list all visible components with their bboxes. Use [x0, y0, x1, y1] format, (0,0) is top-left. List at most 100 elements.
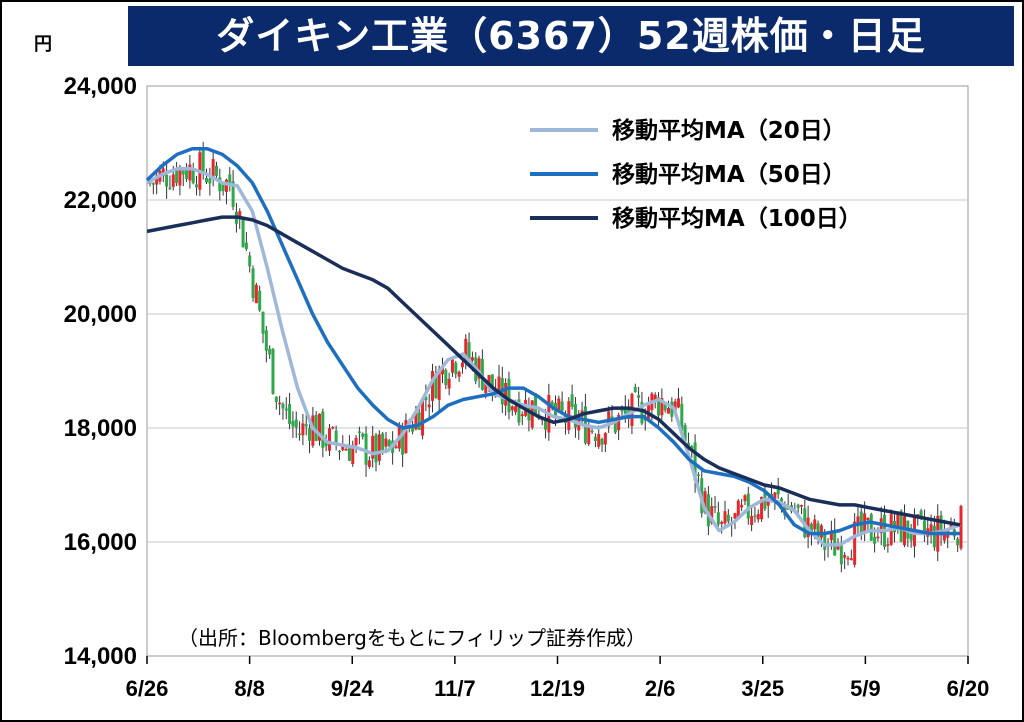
candle-body: [507, 378, 511, 413]
candle-body: [560, 401, 564, 411]
candle-body: [268, 348, 272, 355]
candle-body: [261, 311, 265, 334]
candle-body: [357, 431, 361, 433]
candle-body: [517, 399, 521, 423]
candle-body: [454, 362, 458, 375]
candle-body: [899, 510, 903, 542]
candle-body: [577, 420, 581, 431]
x-tick-label: 2/6: [645, 676, 676, 701]
chart-title: ダイキン工業（6367）52週株価・日足: [128, 6, 1014, 66]
x-tick-label: 9/24: [331, 676, 375, 701]
candle-body: [387, 440, 391, 447]
candle-body: [693, 442, 697, 481]
candle-body: [853, 521, 857, 565]
candle-body: [241, 217, 245, 248]
candle-body: [347, 445, 351, 461]
candle-body: [527, 406, 531, 421]
candle-body: [959, 506, 963, 549]
candle-body: [510, 406, 514, 411]
candle-body: [760, 496, 764, 520]
candle-body: [487, 375, 491, 386]
candle-body: [424, 396, 428, 401]
candle-body: [371, 435, 375, 459]
candle-body: [653, 394, 657, 401]
candle-body: [667, 408, 671, 414]
candle-body: [490, 374, 494, 392]
candle-body: [929, 524, 933, 534]
candle-body: [228, 174, 232, 186]
candle-body: [816, 523, 820, 540]
legend-label: 移動平均MA（50日）: [612, 161, 846, 188]
legend: 移動平均MA（20日） 移動平均MA（50日） 移動平均MA（100日）: [530, 117, 862, 232]
candle-body: [716, 512, 720, 525]
candle-body: [753, 515, 757, 517]
candle-body: [610, 416, 614, 419]
candle-body: [374, 434, 378, 463]
x-tick-label: 12/19: [530, 676, 585, 701]
candle-body: [919, 510, 923, 518]
candle-body: [151, 183, 155, 185]
candle-body: [809, 523, 813, 534]
candle-body: [796, 504, 800, 509]
candle-body: [780, 498, 784, 502]
candle-body: [939, 515, 943, 536]
candle-body: [218, 177, 222, 192]
candle-body: [657, 397, 661, 416]
candle-body: [680, 403, 684, 432]
candle-body: [238, 211, 242, 219]
candle-body: [484, 383, 488, 393]
candle-body: [663, 403, 667, 411]
y-axis-unit: 円: [34, 34, 52, 55]
candle-body: [394, 446, 398, 448]
candle-body: [756, 514, 760, 520]
candle-body: [201, 147, 205, 175]
candle-body: [304, 424, 308, 427]
candle-body: [254, 284, 258, 304]
candle-body: [447, 378, 451, 389]
candle-body: [291, 421, 295, 427]
candle-body: [813, 519, 817, 530]
candle-body: [361, 433, 365, 437]
candle-body: [271, 349, 275, 394]
candle-body: [909, 534, 913, 541]
candle-body: [231, 181, 235, 207]
candle-body: [384, 438, 388, 447]
candle-body: [829, 530, 833, 541]
candle-body: [427, 404, 431, 408]
candle-body: [401, 427, 405, 455]
ma-line-0: [146, 166, 961, 547]
candle-body: [185, 169, 189, 180]
candle-body: [740, 504, 744, 508]
candle-body: [819, 525, 823, 538]
candle-body: [341, 446, 345, 451]
candle-body: [155, 175, 159, 185]
candle-body: [856, 516, 860, 524]
candle-body: [278, 402, 282, 405]
candle-body: [450, 357, 454, 373]
candle-body: [660, 398, 664, 416]
candle-body: [504, 383, 508, 406]
candle-body: [221, 184, 225, 192]
ma-line-2: [146, 215, 961, 527]
candle-body: [434, 373, 438, 399]
candle-body: [165, 174, 169, 187]
candle-body: [776, 489, 780, 495]
candle-body: [866, 517, 870, 521]
candle-body: [381, 433, 385, 450]
candle-body: [301, 423, 305, 436]
candle-body: [321, 411, 325, 448]
candle-body: [916, 514, 920, 516]
candle-body: [550, 401, 554, 407]
candle-body: [703, 491, 707, 513]
x-tick-label: 6/26: [126, 676, 169, 701]
candle-body: [191, 168, 195, 184]
candle-body: [673, 401, 677, 412]
candle-body: [873, 536, 877, 544]
candle-body: [404, 420, 408, 454]
candle-body: [514, 406, 518, 413]
candle-body: [264, 330, 268, 351]
candle-body: [460, 362, 464, 368]
candle-body: [746, 493, 750, 519]
candle-body: [710, 506, 714, 523]
candle-body: [623, 406, 627, 414]
